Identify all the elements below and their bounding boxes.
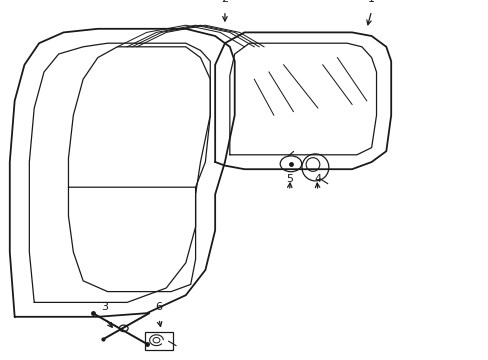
Text: 4: 4 bbox=[314, 174, 321, 184]
Text: 3: 3 bbox=[102, 302, 108, 312]
Bar bbox=[145, 332, 172, 350]
Text: 2: 2 bbox=[221, 0, 228, 4]
Text: 5: 5 bbox=[285, 174, 292, 184]
Text: 6: 6 bbox=[155, 302, 162, 312]
Text: 1: 1 bbox=[367, 0, 374, 4]
